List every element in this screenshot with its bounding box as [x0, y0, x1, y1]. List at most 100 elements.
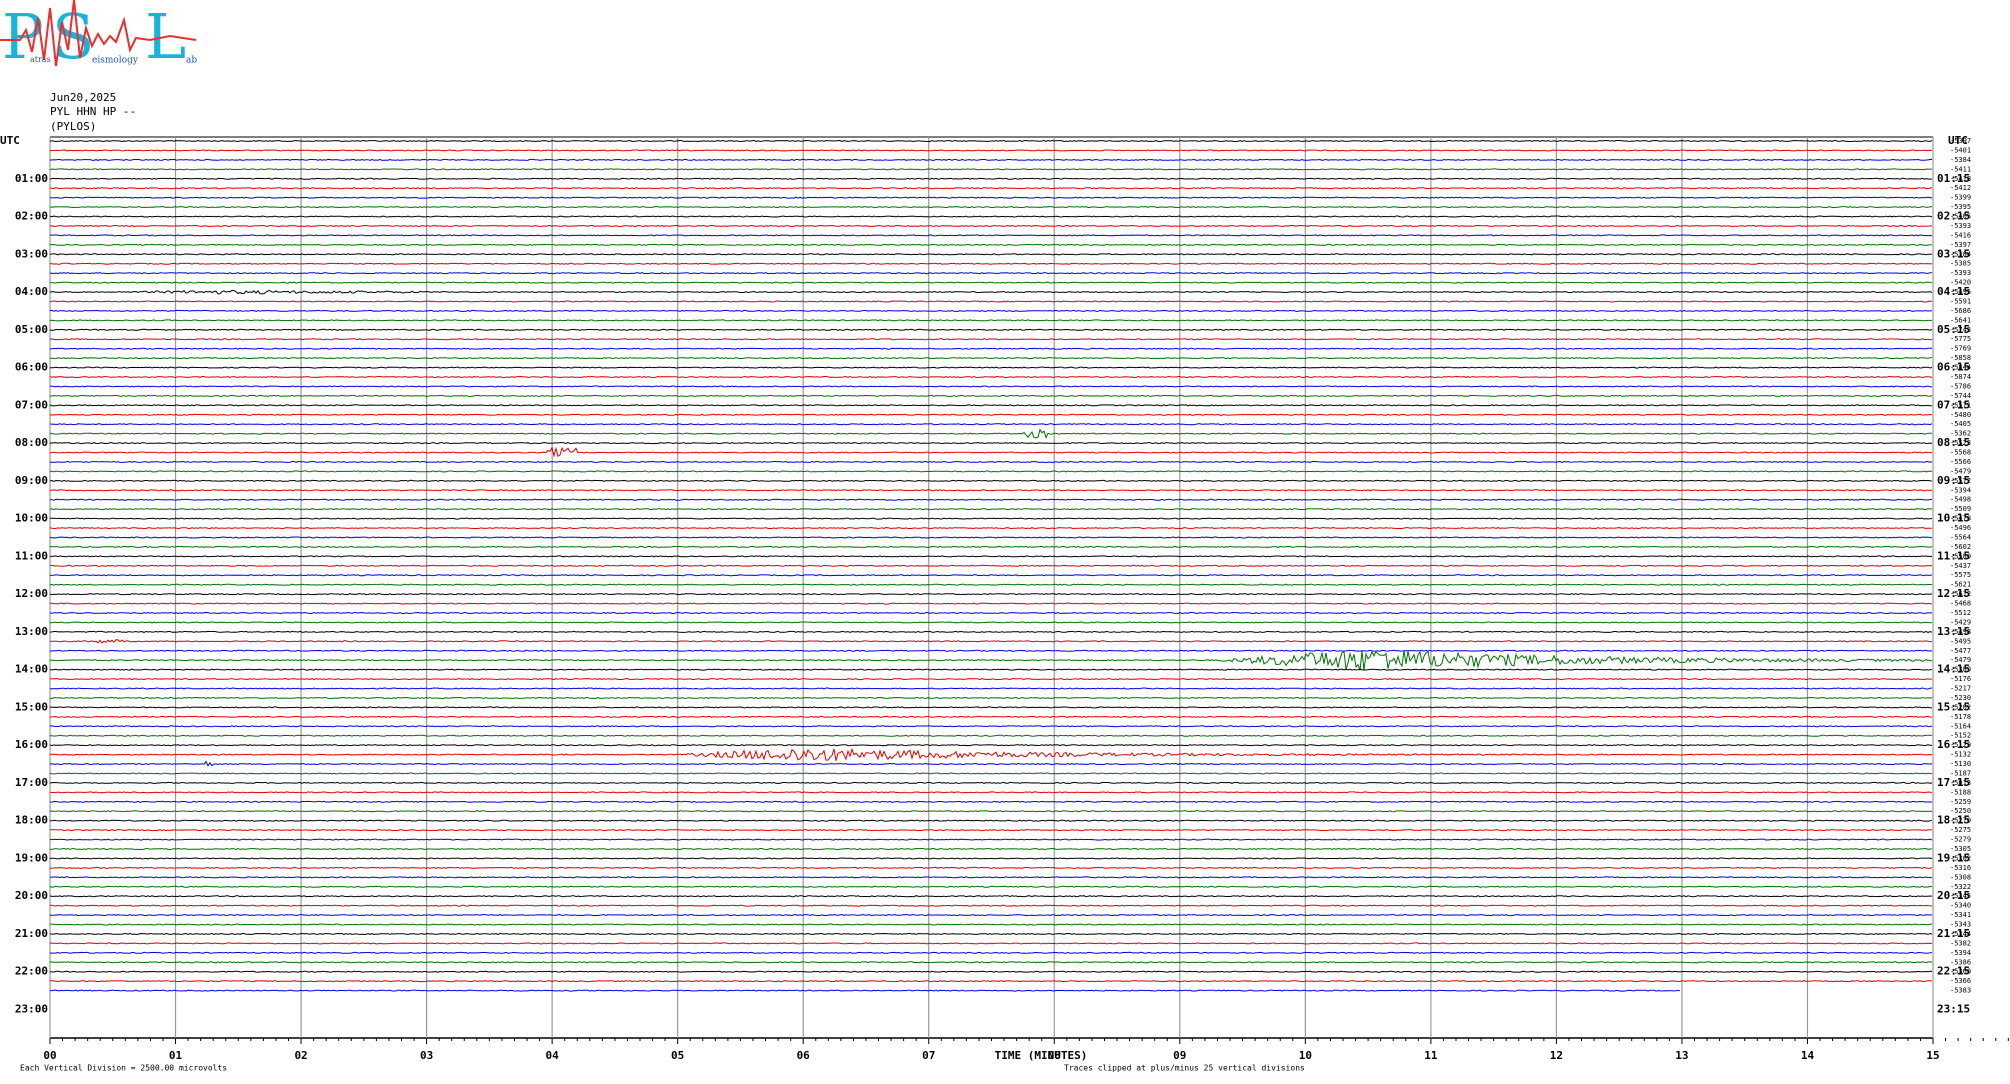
- left-axis-title: UTC: [0, 134, 20, 147]
- trace: [49, 139, 1933, 143]
- trace: [49, 725, 1933, 728]
- trace-offset: -5188: [1950, 788, 1971, 796]
- trace-offset: -5769: [1950, 345, 1971, 353]
- logo-word: atras: [30, 55, 51, 64]
- trace-offset: -5602: [1950, 543, 1971, 551]
- trace-offset: -5129: [1950, 741, 1971, 749]
- x-tick-label: 07: [922, 1049, 935, 1062]
- x-tick-label: 14: [1801, 1049, 1815, 1062]
- scale-note: Each Vertical Division = 2500.00 microvo…: [20, 1064, 227, 1073]
- trace: [49, 177, 1933, 180]
- trace-offset: -5384: [1950, 156, 1971, 164]
- trace: [49, 668, 1933, 671]
- trace: [49, 526, 1933, 530]
- trace: [49, 168, 1933, 171]
- trace-offset: -5386: [1950, 958, 1971, 966]
- hour-label: 12:00: [15, 587, 48, 600]
- trace-offset: -5418: [1950, 175, 1971, 183]
- trace: [49, 413, 1933, 416]
- trace: [49, 942, 1933, 945]
- trace: [49, 253, 1933, 256]
- trace-offset: -5844: [1950, 364, 1971, 372]
- trace: [49, 989, 1681, 992]
- x-tick-label: 01: [169, 1049, 183, 1062]
- trace: [49, 696, 1933, 700]
- trace: [49, 224, 1933, 228]
- trace: [49, 442, 1933, 445]
- trace-offset: -5509: [1950, 505, 1971, 513]
- trace: [49, 262, 1933, 265]
- trace-offset: -5344: [1950, 930, 1971, 938]
- trace: [49, 394, 1933, 397]
- trace: [49, 385, 1933, 388]
- trace-offset: -5523: [1950, 439, 1971, 447]
- hour-label: 19:15: [1937, 851, 1970, 864]
- trace: [49, 428, 1933, 439]
- trace: [49, 149, 1933, 152]
- trace: [49, 375, 1933, 379]
- hour-label: 05:15: [1937, 323, 1970, 336]
- trace-offset: -5479: [1950, 467, 1971, 475]
- hour-label: 20:00: [15, 889, 48, 902]
- trace-offset: -5495: [1950, 288, 1971, 296]
- x-tick-label: 04: [546, 1049, 560, 1062]
- trace-offset: -5612: [1950, 590, 1971, 598]
- trace-offset: -5478: [1950, 515, 1971, 523]
- hour-label: 10:15: [1937, 512, 1970, 525]
- trace: [49, 649, 1933, 652]
- hour-label: 07:00: [15, 398, 48, 411]
- trace-offset: -5405: [1950, 213, 1971, 221]
- trace: [49, 289, 1933, 295]
- trace: [49, 772, 1933, 775]
- trace-offset: -5341: [1950, 911, 1971, 919]
- x-tick-label: 06: [797, 1049, 811, 1062]
- trace-offset: -5858: [1950, 354, 1971, 362]
- trace: [49, 508, 1933, 511]
- hour-label: 03:00: [15, 247, 48, 260]
- trace-offset: -5744: [1950, 392, 1971, 400]
- trace-offset: -5164: [1950, 722, 1971, 730]
- trace-offset: -5384: [1950, 250, 1971, 258]
- x-tick-label: 10: [1299, 1049, 1312, 1062]
- trace-offset: -5393: [1950, 269, 1971, 277]
- trace-offset: -5575: [1950, 571, 1971, 579]
- hour-label: 22:00: [15, 965, 48, 978]
- trace-offset: -5302: [1950, 854, 1971, 862]
- station: PYL HHN HP --: [50, 105, 136, 118]
- trace: [49, 158, 1933, 161]
- trace-offset: -5382: [1950, 939, 1971, 947]
- trace-offset: -5397: [1950, 137, 1971, 145]
- trace: [49, 650, 1933, 671]
- trace: [49, 800, 1933, 803]
- x-tick-label: 00: [43, 1049, 56, 1062]
- trace: [49, 715, 1933, 718]
- logo-wave: [0, 0, 197, 67]
- trace: [49, 970, 1933, 973]
- hour-label: 06:15: [1937, 361, 1970, 374]
- trace-offset: -5405: [1950, 420, 1971, 428]
- trace-offset: -5362: [1950, 430, 1971, 438]
- trace: [49, 932, 1933, 936]
- trace-offset: -5279: [1950, 836, 1971, 844]
- trace-offset: -5416: [1950, 231, 1971, 239]
- trace-offset: -5743: [1950, 326, 1971, 334]
- trace-offset: -5564: [1950, 533, 1971, 541]
- hour-label: 20:15: [1937, 889, 1970, 902]
- trace: [49, 829, 1932, 832]
- hour-label: 21:15: [1937, 927, 1970, 940]
- logo: P S L atras eismology ab: [0, 0, 197, 73]
- trace: [50, 904, 1933, 907]
- trace-offset: -5411: [1950, 165, 1971, 173]
- trace-offset: -5176: [1950, 675, 1971, 683]
- trace: [49, 357, 1933, 360]
- trace-offset: -5360: [1950, 968, 1971, 976]
- trace-offset: -5270: [1950, 817, 1971, 825]
- trace: [49, 423, 1933, 426]
- trace: [49, 460, 1933, 464]
- hour-label: 14:00: [15, 663, 48, 676]
- hour-label: 23:15: [1937, 1002, 1970, 1015]
- trace: [50, 980, 1933, 983]
- trace-offset: -5580: [1950, 552, 1971, 560]
- hour-label: 18:00: [15, 814, 48, 827]
- trace-offset: -5786: [1950, 382, 1971, 390]
